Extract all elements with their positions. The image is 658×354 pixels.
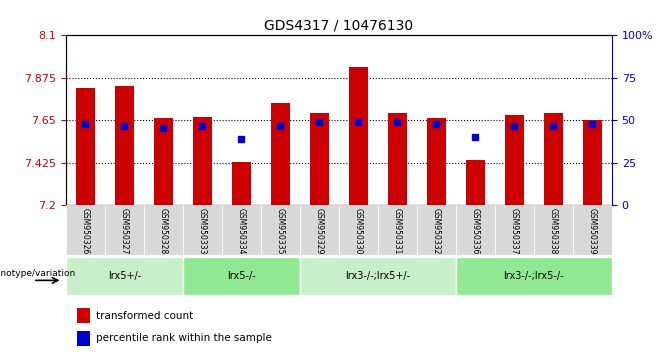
Bar bbox=[349, 68, 368, 205]
Text: GSM950329: GSM950329 bbox=[315, 208, 324, 254]
Text: GSM950332: GSM950332 bbox=[432, 208, 441, 254]
FancyBboxPatch shape bbox=[417, 205, 456, 255]
FancyBboxPatch shape bbox=[495, 205, 534, 255]
FancyBboxPatch shape bbox=[105, 205, 144, 255]
Bar bbox=[77, 331, 90, 346]
Bar bbox=[505, 115, 524, 205]
Bar bbox=[232, 162, 251, 205]
Text: GSM950333: GSM950333 bbox=[198, 208, 207, 254]
FancyBboxPatch shape bbox=[456, 257, 612, 295]
Bar bbox=[426, 119, 446, 205]
FancyBboxPatch shape bbox=[66, 205, 105, 255]
Text: lrx5+/-: lrx5+/- bbox=[108, 271, 141, 281]
Bar bbox=[583, 120, 602, 205]
Text: GSM950339: GSM950339 bbox=[588, 208, 597, 254]
Bar bbox=[77, 308, 90, 323]
FancyBboxPatch shape bbox=[222, 205, 261, 255]
FancyBboxPatch shape bbox=[300, 205, 339, 255]
FancyBboxPatch shape bbox=[183, 205, 222, 255]
Text: transformed count: transformed count bbox=[96, 311, 193, 321]
Text: GSM950338: GSM950338 bbox=[549, 208, 558, 254]
FancyBboxPatch shape bbox=[534, 205, 573, 255]
Text: GSM950328: GSM950328 bbox=[159, 208, 168, 254]
Bar bbox=[193, 116, 212, 205]
Bar bbox=[76, 88, 95, 205]
Text: GSM950337: GSM950337 bbox=[510, 208, 519, 254]
FancyBboxPatch shape bbox=[261, 205, 300, 255]
FancyBboxPatch shape bbox=[183, 257, 300, 295]
FancyBboxPatch shape bbox=[144, 205, 183, 255]
Text: GSM950335: GSM950335 bbox=[276, 208, 285, 254]
Text: GSM950334: GSM950334 bbox=[237, 208, 246, 254]
Bar bbox=[466, 160, 485, 205]
Text: lrx3-/-;lrx5-/-: lrx3-/-;lrx5-/- bbox=[503, 271, 564, 281]
Bar bbox=[153, 119, 173, 205]
Bar bbox=[114, 86, 134, 205]
Bar bbox=[388, 113, 407, 205]
FancyBboxPatch shape bbox=[456, 205, 495, 255]
FancyBboxPatch shape bbox=[339, 205, 378, 255]
Text: GSM950336: GSM950336 bbox=[471, 208, 480, 254]
Text: lrx5-/-: lrx5-/- bbox=[227, 271, 256, 281]
FancyBboxPatch shape bbox=[573, 205, 612, 255]
FancyBboxPatch shape bbox=[378, 205, 417, 255]
Text: genotype/variation: genotype/variation bbox=[0, 269, 76, 279]
Text: GSM950330: GSM950330 bbox=[354, 208, 363, 254]
Bar bbox=[270, 103, 290, 205]
FancyBboxPatch shape bbox=[66, 257, 183, 295]
Text: lrx3-/-;lrx5+/-: lrx3-/-;lrx5+/- bbox=[345, 271, 411, 281]
Title: GDS4317 / 10476130: GDS4317 / 10476130 bbox=[265, 19, 413, 33]
Text: GSM950327: GSM950327 bbox=[120, 208, 129, 254]
Bar bbox=[544, 113, 563, 205]
Text: GSM950326: GSM950326 bbox=[81, 208, 89, 254]
Text: GSM950331: GSM950331 bbox=[393, 208, 402, 254]
FancyBboxPatch shape bbox=[300, 257, 456, 295]
Bar bbox=[310, 113, 329, 205]
Text: percentile rank within the sample: percentile rank within the sample bbox=[96, 333, 272, 343]
